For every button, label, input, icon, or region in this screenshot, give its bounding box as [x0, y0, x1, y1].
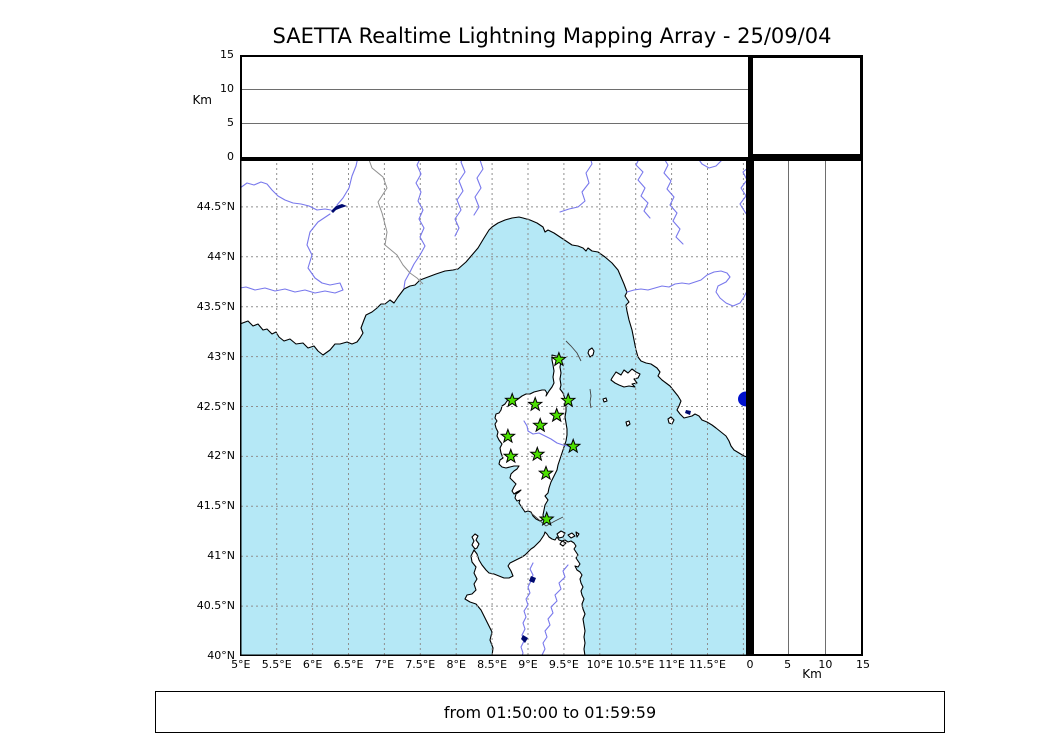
longitude-tick-label: 8.5°E	[477, 658, 508, 671]
altitude-km-tick-label: 5	[227, 116, 234, 129]
country-border	[367, 157, 424, 285]
altitude-km-tick-label: 15	[856, 658, 870, 671]
km-unit-label-left: Km	[192, 93, 212, 107]
river	[240, 213, 344, 294]
longitude-tick-label: 5.5°E	[261, 658, 292, 671]
latitude-tick-label: 44.5°N	[196, 199, 235, 213]
lma-station-marker	[504, 392, 521, 408]
lma-station-marker	[560, 392, 577, 408]
river	[454, 157, 466, 237]
longitude-tick-label: 10.5°E	[617, 658, 655, 671]
longitude-tick-label: 7°E	[374, 658, 395, 671]
longitude-tick-label: 9.5°E	[548, 658, 579, 671]
latitude-tick-label: 44°N	[207, 249, 235, 263]
island-elba	[610, 368, 641, 388]
lma-station-marker	[538, 510, 555, 527]
lake-coghinas	[529, 576, 536, 583]
altitude-km-tick-label: 5	[784, 658, 792, 671]
time-range-bar: from 01:50:00 to 01:59:59	[155, 691, 945, 733]
map-panel	[240, 157, 750, 656]
latitude-tick-label: 43°N	[207, 349, 235, 363]
island-capraia	[587, 347, 595, 358]
altitude-km-tick-label: 0	[746, 658, 754, 671]
altitude-gridline	[242, 89, 748, 90]
longitude-tick-label: 6.5°E	[333, 658, 364, 671]
altitude-km-tick-label: 10	[818, 658, 833, 671]
km-unit-label-right: Km	[802, 667, 822, 681]
lma-station-marker	[537, 464, 554, 481]
island-pianosa	[602, 397, 608, 403]
lma-station-marker	[499, 427, 516, 444]
map-frame	[240, 157, 750, 656]
island-montecristo	[625, 420, 631, 427]
island-asinara	[471, 533, 480, 550]
longitude-tick-label: 11°E	[658, 658, 685, 671]
lma-station-marker	[527, 396, 544, 412]
longitude-tick-label: 10°E	[586, 658, 614, 671]
river	[240, 181, 332, 211]
island-giglio	[667, 416, 675, 425]
landmasses	[240, 157, 750, 656]
latitude-tick-label: 40°N	[207, 649, 235, 662]
river	[559, 157, 593, 213]
lma-station-marker	[548, 407, 565, 423]
river-arno	[626, 270, 748, 307]
longitude-tick-label: 6°E	[302, 658, 323, 671]
altitude-km-tick-label: 10	[220, 82, 234, 95]
river	[403, 157, 426, 289]
latitude-tick-label: 42°N	[207, 449, 235, 463]
latitude-tick-label: 41°N	[207, 549, 235, 563]
lake-sardinia-south	[521, 635, 528, 643]
lma-station-marker	[529, 445, 546, 462]
corner-panel	[750, 55, 863, 157]
coastline-continent	[240, 157, 750, 459]
lake-serre-poncon	[331, 204, 347, 213]
longitude-tick-label: 11.5°E	[689, 658, 726, 671]
lma-station-marker	[502, 447, 519, 464]
page-title: SAETTA Realtime Lightning Mapping Array …	[272, 24, 832, 48]
altitude-gridline	[825, 161, 827, 654]
altitude-gridline	[787, 161, 789, 654]
river	[635, 157, 651, 219]
river-golo	[523, 420, 573, 449]
river	[541, 564, 569, 656]
island-sardinia	[464, 531, 586, 656]
river	[336, 157, 359, 206]
longitude-tick-label: 7.5°E	[405, 658, 436, 671]
altitude-gridline	[242, 123, 748, 124]
latitude-tick-label: 43.5°N	[196, 299, 235, 313]
river	[473, 157, 484, 216]
lma-station-marker	[550, 351, 567, 367]
river	[739, 165, 750, 220]
lake-orbetello	[685, 410, 691, 415]
coastline-artifacts	[530, 340, 592, 527]
river	[662, 157, 684, 245]
longitude-tick-label: 8°E	[446, 658, 466, 671]
station-markers	[499, 351, 582, 527]
time-range-text: from 01:50:00 to 01:59:59	[443, 702, 657, 722]
longitude-tick-label: 5°E	[231, 658, 251, 671]
latitude-tick-label: 41.5°N	[196, 499, 235, 513]
longitude-tick-label: 9°E	[518, 658, 538, 671]
latitude-tick-label: 42.5°N	[196, 399, 235, 413]
altitude-km-tick-label: 0	[227, 150, 234, 163]
latitude-tick-label: 40.5°N	[196, 599, 235, 613]
lma-station-marker	[532, 417, 549, 433]
altitude-longitude-panel	[240, 55, 750, 157]
altitude-km-tick-label: 15	[220, 48, 234, 61]
altitude-latitude-panel	[750, 157, 863, 656]
lma-station-marker	[565, 437, 582, 454]
